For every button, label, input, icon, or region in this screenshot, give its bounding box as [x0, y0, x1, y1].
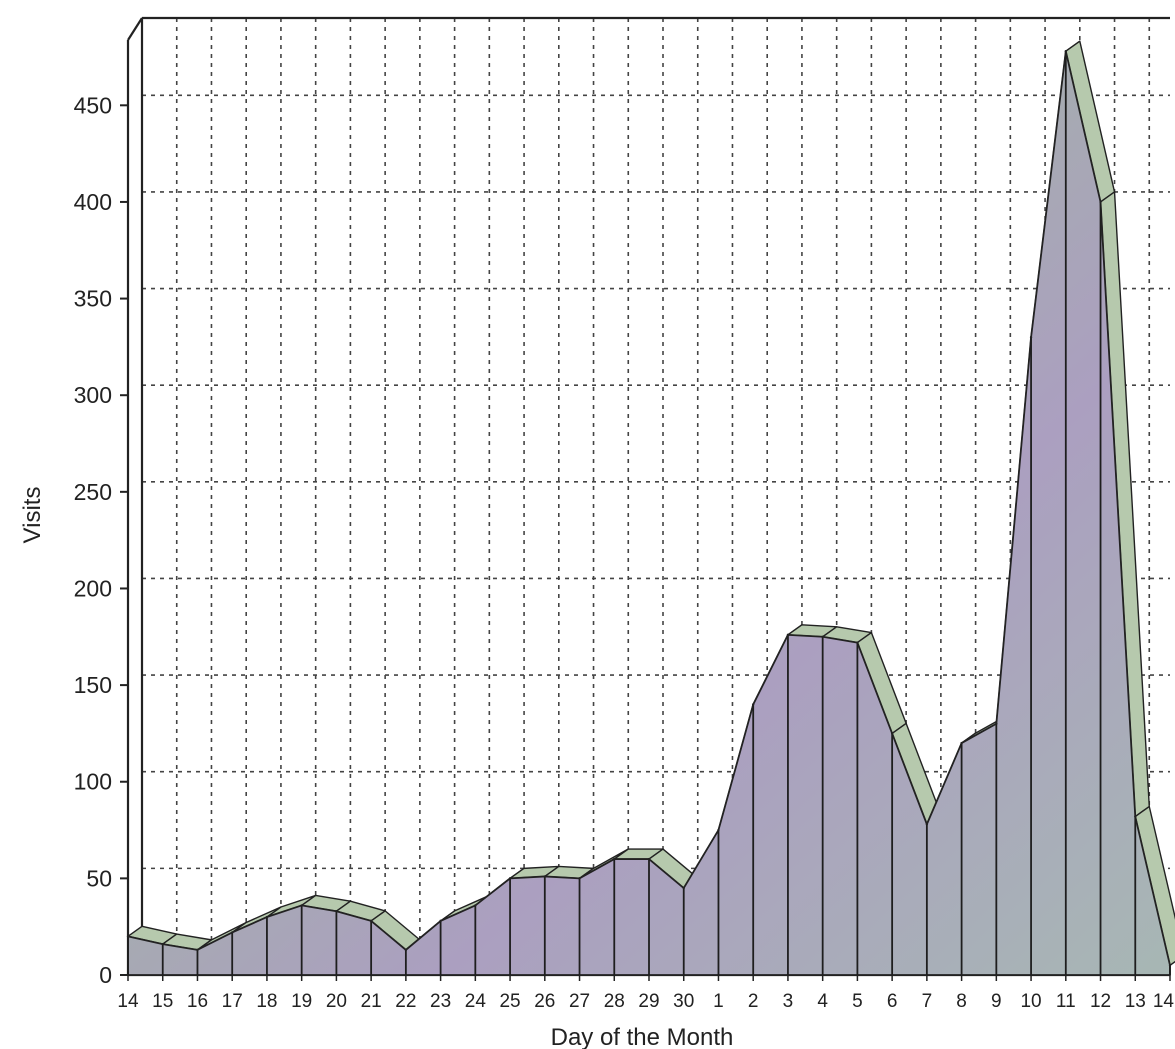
- data-point: [369, 919, 373, 923]
- x-tick-label: 13: [1125, 991, 1146, 1012]
- data-point: [1099, 200, 1102, 204]
- y-tick-label: 100: [74, 769, 112, 795]
- y-tick-label: 200: [74, 575, 112, 601]
- x-tick-label: 15: [152, 991, 173, 1012]
- data-point: [717, 828, 720, 832]
- x-tick-label: 24: [465, 991, 487, 1012]
- data-point: [335, 910, 338, 913]
- data-point: [752, 703, 755, 706]
- x-axis-title: Day of the Month: [551, 1024, 734, 1049]
- data-point: [474, 904, 477, 907]
- data-point: [196, 948, 199, 952]
- y-tick-label: 450: [74, 92, 112, 118]
- data-point: [578, 877, 581, 880]
- x-tick-label: 11: [1056, 991, 1076, 1012]
- y-tick-label: 300: [74, 382, 112, 408]
- x-tick-label: 21: [361, 991, 382, 1012]
- grid-lines: [141, 18, 1170, 965]
- data-point: [925, 823, 929, 826]
- x-tick-label: 9: [991, 991, 1002, 1012]
- y-tick-label: 150: [74, 672, 112, 698]
- x-tick-label: 23: [430, 991, 451, 1012]
- y-tick-label: 50: [86, 865, 112, 891]
- x-tick-label: 22: [395, 991, 416, 1012]
- y-axis-ticks: 0 50 100 150 200 250 300 350 400 450: [74, 92, 128, 988]
- x-tick-label: 14: [117, 991, 139, 1012]
- data-point: [231, 931, 234, 934]
- x-tick-label: 29: [638, 991, 659, 1012]
- area-series: [126, 40, 1175, 976]
- x-tick-label: 12: [1090, 991, 1111, 1012]
- data-point: [960, 741, 963, 745]
- x-tick-label: 27: [569, 991, 590, 1012]
- data-point: [300, 904, 303, 907]
- data-point: [786, 633, 790, 637]
- x-tick-label: 16: [187, 991, 208, 1012]
- y-tick-label: 0: [99, 962, 112, 988]
- frame-edge: [127, 17, 143, 41]
- data-point: [1064, 49, 1068, 53]
- data-point: [543, 875, 546, 878]
- x-tick-label: 6: [887, 991, 898, 1012]
- data-point: [161, 942, 164, 946]
- x-axis-ticks: 14 15 16 17 18 19 20 21 22 23 24 25 26 27 28 29 30 1 2 3 4 5 6…: [117, 975, 1174, 1012]
- data-point: [126, 935, 130, 938]
- x-tick-label: 2: [748, 991, 759, 1012]
- x-tick-label: 5: [852, 991, 863, 1012]
- x-tick-label: 20: [326, 991, 347, 1012]
- x-tick-label: 18: [256, 991, 277, 1012]
- data-point: [1168, 964, 1172, 967]
- data-point: [647, 857, 651, 861]
- x-tick-label: 3: [783, 991, 794, 1012]
- x-tick-label: 14: [1153, 991, 1175, 1012]
- x-tick-label: 17: [222, 991, 243, 1012]
- x-tick-label: 19: [291, 991, 312, 1012]
- x-tick-label: 1: [713, 991, 724, 1012]
- x-tick-label: 7: [922, 991, 933, 1012]
- y-tick-label: 350: [74, 286, 112, 312]
- area-front-face: [127, 50, 1171, 976]
- x-tick-label: 26: [534, 991, 555, 1012]
- data-point: [821, 635, 824, 638]
- data-point: [682, 886, 685, 890]
- data-point: [890, 732, 894, 735]
- x-tick-label: 4: [817, 991, 828, 1012]
- data-point: [439, 919, 442, 923]
- data-point: [404, 948, 408, 952]
- y-tick-label: 400: [74, 189, 112, 215]
- x-tick-label: 30: [673, 991, 694, 1012]
- data-point: [613, 857, 616, 861]
- y-axis-title: Visits: [19, 487, 46, 544]
- data-point: [1029, 336, 1033, 339]
- data-point: [265, 915, 269, 919]
- x-tick-label: 10: [1020, 991, 1041, 1012]
- x-tick-label: 8: [956, 991, 967, 1012]
- data-point: [1134, 815, 1137, 818]
- data-point: [856, 641, 859, 644]
- y-tick-label: 250: [74, 479, 112, 505]
- x-tick-label: 28: [604, 991, 625, 1012]
- data-point: [995, 722, 998, 725]
- data-point: [508, 877, 512, 880]
- x-tick-label: 25: [499, 991, 520, 1012]
